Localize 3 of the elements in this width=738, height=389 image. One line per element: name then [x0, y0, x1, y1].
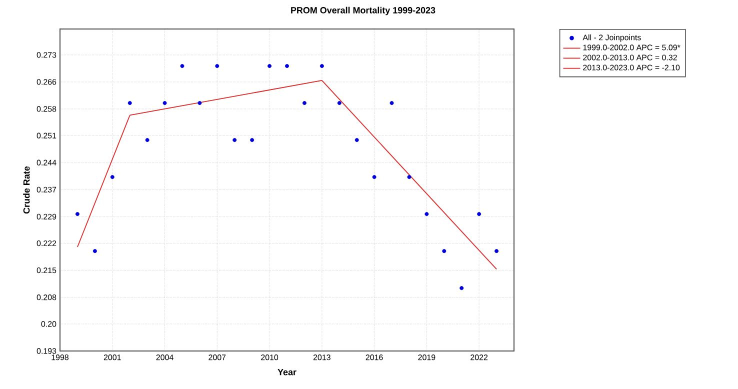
chart-title: PROM Overall Mortality 1999-2023: [291, 6, 436, 16]
x-axis-title: Year: [278, 369, 296, 376]
y-axis-title: Crude Rate: [23, 166, 30, 214]
